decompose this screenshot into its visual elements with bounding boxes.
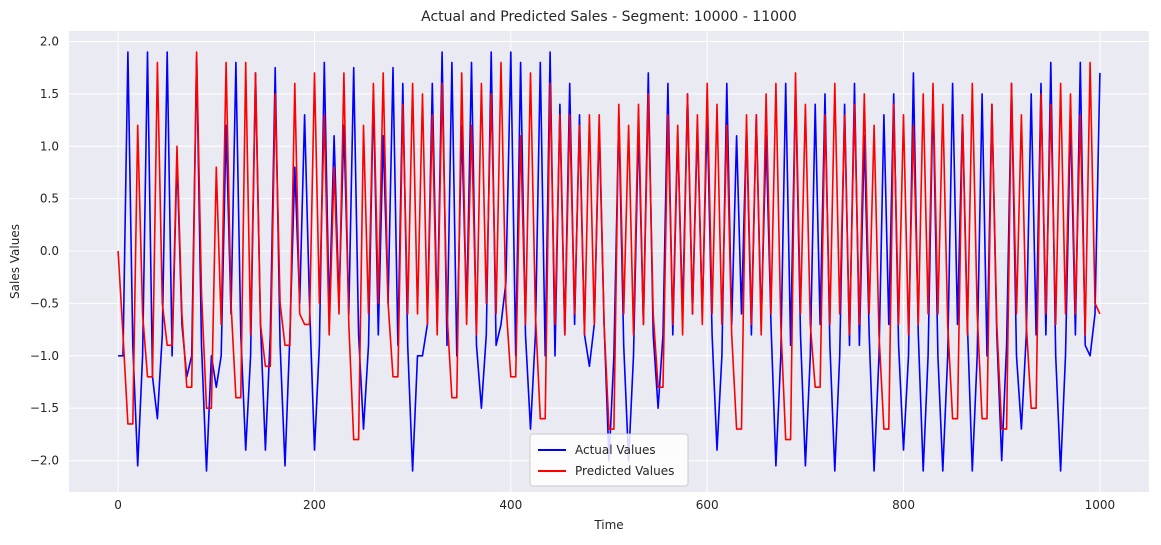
y-tick-label: −1.5 [30,401,59,415]
x-tick-label: 1000 [1085,498,1116,512]
x-tick-label: 600 [696,498,719,512]
y-tick-label: −1.0 [30,349,59,363]
x-axis-label: Time [593,518,623,532]
y-tick-label: 0.0 [40,244,59,258]
y-tick-label: 2.0 [40,34,59,48]
legend-box [529,433,689,487]
legend-label-actual: Actual Values [575,443,656,457]
x-tick-label: 800 [892,498,915,512]
x-axis-ticks: 0 200 400 600 800 1000 [114,498,1115,512]
x-tick-label: 0 [114,498,122,512]
legend: Actual Values Predicted Values [529,433,689,487]
chart-title: Actual and Predicted Sales - Segment: 10… [421,9,797,25]
x-tick-label: 200 [303,498,326,512]
series-line-predicted [117,51,1101,441]
y-tick-label: −0.5 [30,296,59,310]
x-tick-label: 400 [499,498,522,512]
y-tick-label: 0.5 [40,192,59,206]
y-tick-label: 1.0 [40,139,59,153]
y-axis-label: Sales Values [8,224,22,299]
y-axis-ticks: −2.0 −1.5 −1.0 −0.5 0.0 0.5 1.0 1.5 2.0 [30,34,59,467]
y-tick-label: 1.5 [40,87,59,101]
legend-label-predicted: Predicted Values [575,464,674,478]
y-tick-label: −2.0 [30,454,59,468]
